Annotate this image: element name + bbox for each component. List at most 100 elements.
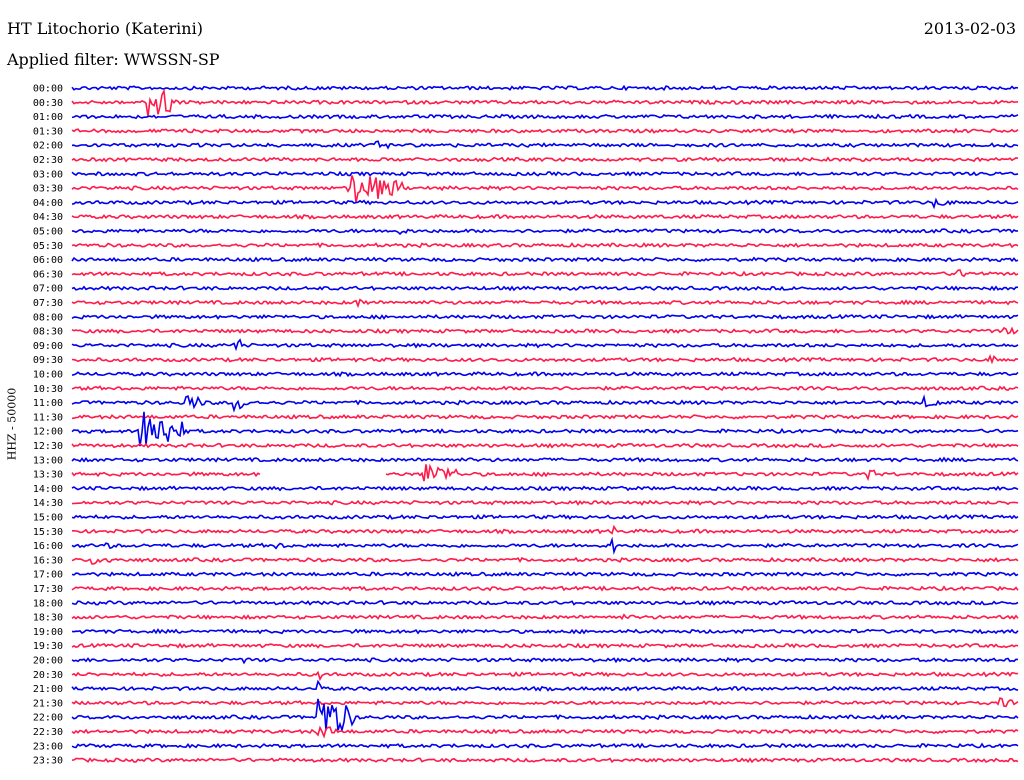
date-label: 2013-02-03 [923, 19, 1016, 38]
trace-line [71, 338, 1019, 352]
trace-line [71, 411, 1019, 447]
trace-line [71, 697, 1019, 708]
trace-line [71, 127, 1019, 135]
time-tick-label: 16:00 [33, 541, 63, 552]
time-tick-label: 20:30 [33, 670, 63, 681]
time-tick-label: 13:00 [33, 455, 63, 466]
time-tick-label: 04:30 [33, 212, 63, 223]
time-tick-label: 07:00 [33, 284, 63, 295]
time-tick-label: 15:30 [33, 527, 63, 538]
time-tick-label: 13:30 [33, 470, 63, 481]
trace-line [71, 84, 1019, 92]
time-tick-label: 05:00 [33, 227, 63, 238]
time-tick-label: 21:00 [33, 684, 63, 695]
time-tick-label: 04:00 [33, 198, 63, 209]
time-tick-label: 02:00 [33, 141, 63, 152]
trace-line [71, 213, 1019, 220]
time-tick-label: 08:30 [33, 327, 63, 338]
trace-line [71, 725, 1019, 739]
trace-line [71, 313, 1019, 320]
time-tick-label: 22:00 [33, 713, 63, 724]
trace-line [71, 442, 1019, 449]
trace-line [71, 456, 1019, 463]
trace-line [71, 269, 1019, 278]
trace-line [71, 513, 1019, 521]
time-tick-label: 23:30 [33, 756, 63, 767]
station-title: HT Litochorio (Katerini) [7, 19, 203, 38]
time-tick-label: 10:30 [33, 384, 63, 395]
trace-line [71, 394, 1019, 413]
time-tick-label: 12:30 [33, 441, 63, 452]
trace-line [71, 156, 1019, 163]
trace-line [71, 140, 1019, 150]
time-tick-label: 09:00 [33, 341, 63, 352]
trace-line [71, 413, 1019, 420]
time-tick-label: 00:30 [33, 98, 63, 109]
trace-line [71, 585, 1019, 592]
trace-line [71, 175, 1019, 204]
time-tick-label: 17:30 [33, 584, 63, 595]
trace-line [71, 571, 1019, 577]
time-tick-label: 18:30 [33, 613, 63, 624]
time-tick-label: 14:00 [33, 484, 63, 495]
time-tick-label: 16:30 [33, 555, 63, 566]
time-tick-label: 18:00 [33, 598, 63, 609]
trace-line [71, 326, 1019, 335]
time-tick-label: 23:00 [33, 741, 63, 752]
trace-line [71, 742, 1019, 749]
time-tick-label: 11:30 [33, 412, 63, 423]
time-tick-label: 03:30 [33, 184, 63, 195]
trace-line [71, 613, 1019, 621]
time-tick-label: 03:00 [33, 169, 63, 180]
time-tick-label: 05:30 [33, 241, 63, 252]
trace-line [71, 170, 1019, 177]
time-tick-label: 12:00 [33, 427, 63, 438]
trace-line [71, 88, 1019, 117]
trace-line [71, 670, 1019, 682]
time-tick-label: 10:00 [33, 370, 63, 381]
time-tick-label: 11:00 [33, 398, 63, 409]
trace-line [71, 197, 1019, 210]
trace-line [71, 256, 1019, 263]
time-tick-label: 01:30 [33, 126, 63, 137]
time-tick-label: 02:30 [33, 155, 63, 166]
trace-line [71, 353, 1019, 365]
trace-line [71, 536, 1019, 555]
trace-line [71, 485, 1019, 492]
time-tick-label: 20:00 [33, 656, 63, 667]
trace-line [71, 698, 1019, 733]
trace-line [71, 242, 1019, 249]
time-tick-label: 14:30 [33, 498, 63, 509]
time-tick-label: 21:30 [33, 698, 63, 709]
time-tick-label: 19:30 [33, 641, 63, 652]
trace-line [71, 628, 1019, 635]
trace-line [71, 228, 1019, 236]
trace-line [71, 499, 1019, 506]
time-tick-label: 06:00 [33, 255, 63, 266]
time-tick-label: 15:00 [33, 513, 63, 524]
trace-line [71, 113, 1019, 120]
trace-line [71, 463, 1019, 482]
trace-line [71, 371, 1019, 378]
trace-line [71, 600, 1019, 606]
time-tick-label: 06:30 [33, 269, 63, 280]
trace-line [72, 524, 1019, 535]
time-tick-label: 08:00 [33, 312, 63, 323]
trace-line [71, 679, 1019, 692]
time-tick-label: 09:30 [33, 355, 63, 366]
trace-line [71, 298, 1019, 309]
time-tick-label: 22:30 [33, 727, 63, 738]
time-tick-label: 17:00 [33, 570, 63, 581]
filter-label: Applied filter: WWSSN-SP [7, 50, 220, 69]
trace-line [71, 385, 1019, 392]
trace-line [71, 556, 1019, 565]
trace-line [71, 642, 1019, 649]
trace-line [71, 757, 1019, 764]
time-tick-label: 00:00 [33, 84, 63, 95]
time-tick-label: 19:00 [33, 627, 63, 638]
trace-line [71, 285, 1019, 292]
time-tick-label: 07:30 [33, 298, 63, 309]
trace-line [71, 656, 1019, 665]
time-tick-label: 01:00 [33, 112, 63, 123]
